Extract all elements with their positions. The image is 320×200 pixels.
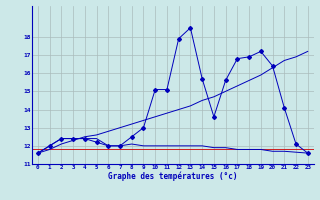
X-axis label: Graphe des températures (°c): Graphe des températures (°c) — [108, 172, 237, 181]
